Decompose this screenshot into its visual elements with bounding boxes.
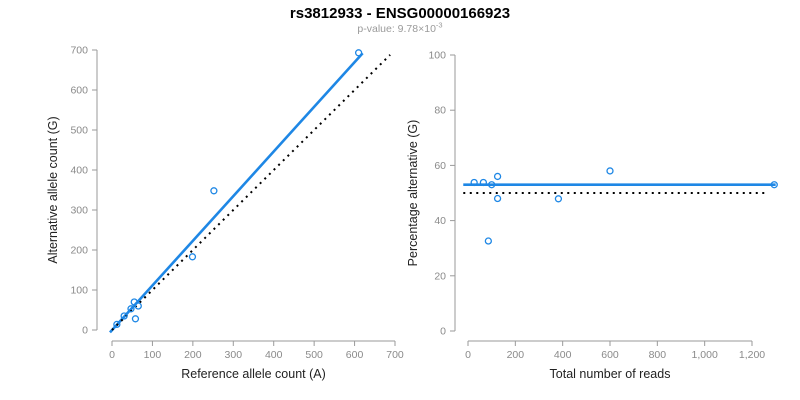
- data-point: [210, 187, 218, 195]
- left-panel: 0 100 200 300 400 500 600 700 0 100 200 300 400 500 60…: [46, 45, 404, 382]
- x-tick-label: 300: [225, 349, 243, 361]
- x-tick-label: 0: [109, 349, 115, 361]
- data-point: [479, 178, 488, 187]
- identity-line: [111, 54, 391, 331]
- data-point: [606, 167, 614, 175]
- y-tick-label: 60: [434, 160, 446, 172]
- y-tick-label: 300: [70, 205, 88, 217]
- data-point: [493, 172, 502, 181]
- y-tick-label: 100: [70, 285, 88, 297]
- y-tick-label: 0: [440, 326, 446, 338]
- y-axis-title: Alternative allele count (G): [46, 116, 60, 263]
- x-axis-title: Total number of reads: [550, 367, 671, 381]
- y-axis-title: Percentage alternative (G): [406, 120, 420, 267]
- data-point: [493, 194, 502, 203]
- right-panel: 0 20 40 60 80 100 0 200 400 600 800 1,000 1,200 Total…: [406, 50, 778, 381]
- data-point: [131, 315, 140, 323]
- y-tick-label: 200: [70, 245, 88, 257]
- data-point: [488, 181, 496, 189]
- data-point: [130, 298, 138, 306]
- chart-title: rs3812933 - ENSG00000166923: [289, 5, 511, 22]
- y-tick-label: 80: [434, 105, 446, 117]
- x-tick-label: 0: [465, 349, 471, 361]
- data-point: [484, 237, 493, 245]
- x-tick-label: 100: [144, 349, 162, 361]
- y-tick-label: 100: [428, 50, 446, 62]
- x-tick-label: 500: [305, 349, 323, 361]
- y-tick-label: 0: [82, 325, 88, 337]
- y-tick-label: 500: [70, 125, 88, 137]
- y-tick-label: 20: [434, 270, 446, 282]
- x-tick-label: 200: [184, 349, 202, 361]
- data-point: [134, 302, 142, 310]
- data-point: [354, 49, 363, 57]
- x-tick-label: 1,200: [739, 349, 765, 361]
- data-point: [554, 195, 563, 203]
- x-tick-label: 700: [386, 349, 404, 361]
- x-tick-label: 800: [649, 349, 667, 361]
- y-tick-label: 700: [70, 45, 88, 57]
- x-tick-label: 200: [507, 349, 525, 361]
- pvalue-text: p-value: 9.78×10: [357, 23, 436, 35]
- x-tick-label: 600: [346, 349, 364, 361]
- x-tick-label: 400: [554, 349, 572, 361]
- data-point: [127, 305, 135, 313]
- data-point: [120, 312, 128, 320]
- y-tick-label: 400: [70, 165, 88, 177]
- y-tick-label: 600: [70, 85, 88, 97]
- x-axis-title: Reference allele count (A): [181, 367, 326, 381]
- x-tick-label: 400: [265, 349, 283, 361]
- pvalue-exponent: -3: [435, 20, 443, 30]
- data-point: [770, 181, 778, 189]
- data-point: [188, 253, 197, 261]
- y-tick-label: 40: [434, 215, 446, 227]
- x-tick-label: 600: [601, 349, 619, 361]
- data-point: [113, 320, 121, 329]
- x-tick-label: 1,000: [692, 349, 718, 361]
- data-point: [470, 178, 478, 187]
- chart-subtitle: p-value: 9.78×10-3: [0, 20, 800, 35]
- fit-line: [109, 52, 364, 334]
